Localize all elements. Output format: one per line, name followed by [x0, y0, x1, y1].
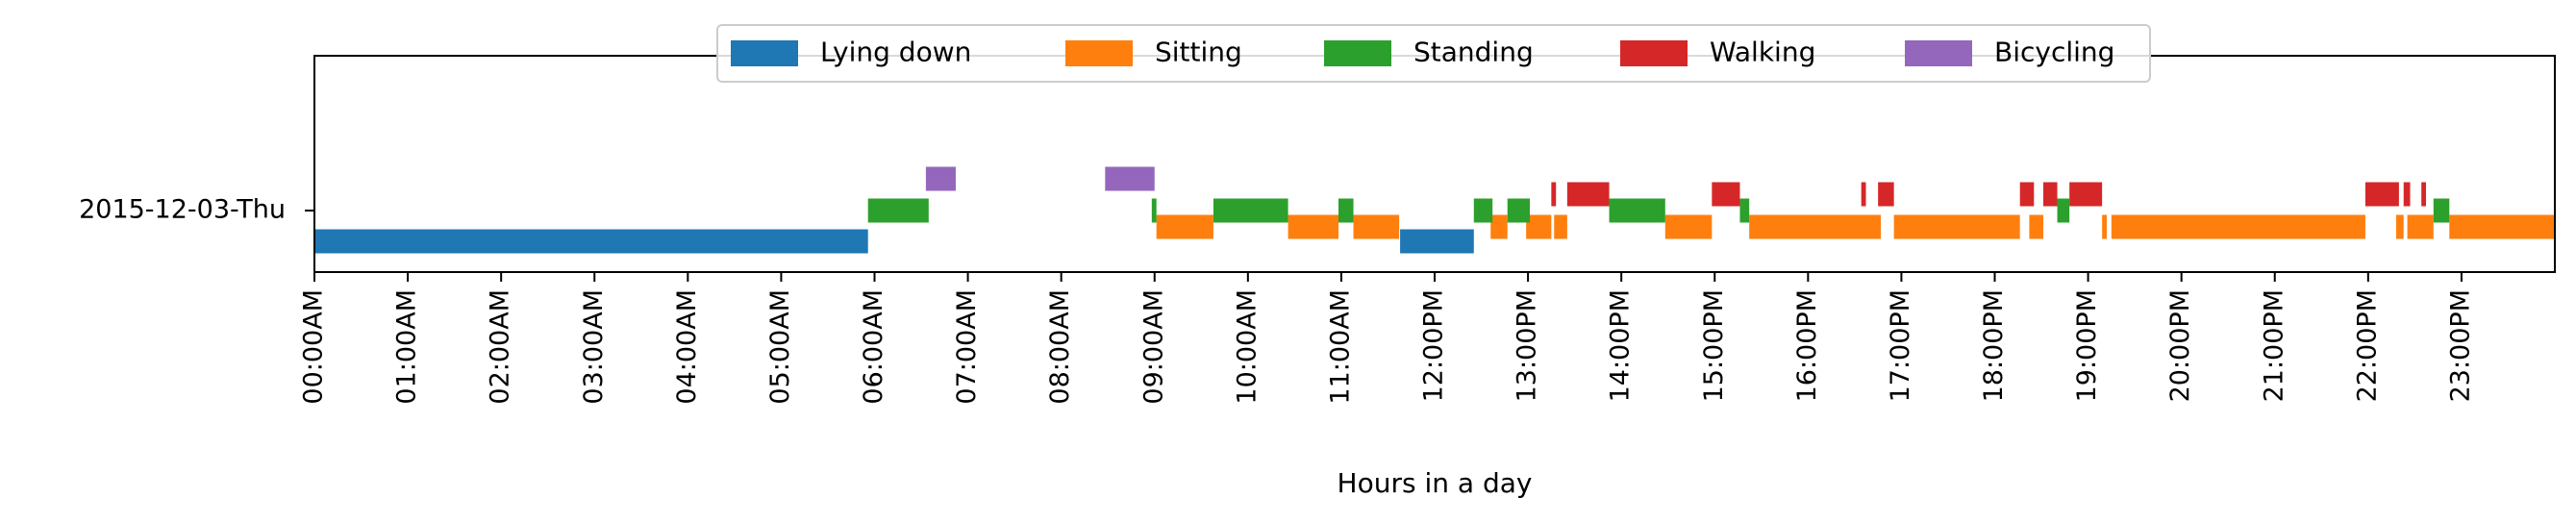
x-tick-label: 05:00AM: [765, 289, 795, 405]
x-tick-label: 04:00AM: [672, 289, 702, 405]
x-tick-label: 03:00AM: [579, 289, 609, 405]
bar-standing-2: [1213, 198, 1288, 223]
bar-bicycling-0: [925, 166, 956, 191]
bar-sitting-11: [2111, 214, 2365, 239]
legend-swatch-lying-down: [731, 40, 798, 66]
x-tick-label: 12:00PM: [1419, 289, 1449, 402]
x-tick-label: 01:00AM: [392, 289, 422, 405]
x-tick-label: 21:00PM: [2259, 289, 2288, 402]
bar-sitting-0: [1156, 214, 1213, 239]
bar-sitting-14: [2449, 214, 2555, 239]
bar-walking-8: [2364, 182, 2399, 207]
x-tick-label: 06:00AM: [859, 289, 888, 405]
x-axis-label: Hours in a day: [1338, 467, 1533, 499]
legend-box: [716, 24, 2151, 83]
bar-sitting-4: [1526, 214, 1552, 239]
legend-swatch-bicycling: [1905, 40, 1972, 66]
bar-walking-1: [1566, 182, 1610, 207]
x-tick-label: 15:00PM: [1699, 289, 1729, 402]
bar-walking-2: [1712, 182, 1740, 207]
bar-sitting-9: [2029, 214, 2043, 239]
bar-sitting-12: [2395, 214, 2404, 239]
bar-walking-7: [2069, 182, 2103, 207]
bar-standing-6: [1609, 198, 1665, 223]
y-axis: 2015-12-03-Thu: [79, 195, 314, 225]
bar-standing-9: [2433, 198, 2450, 223]
bar-walking-5: [2019, 182, 2035, 207]
bar-standing-4: [1473, 198, 1493, 223]
bar-standing-7: [1739, 198, 1750, 223]
bar-walking-4: [1878, 182, 1894, 207]
x-tick-label: 16:00PM: [1792, 289, 1822, 402]
bar-sitting-6: [1664, 214, 1713, 239]
x-axis-ticks: 00:00AM 01:00AM 02:00AM 03:00AM 04:00AM 05:00…: [299, 272, 2475, 405]
bar-lying-down-0: [314, 229, 868, 254]
bar-walking-0: [1551, 182, 1557, 207]
legend-swatch-standing: [1324, 40, 1391, 66]
x-tick-label: 10:00AM: [1232, 289, 1262, 405]
bar-walking-3: [1861, 182, 1866, 207]
x-tick-label: 18:00PM: [1979, 289, 2009, 402]
bar-lying-down-1: [1400, 229, 1474, 254]
bar-walking-9: [2403, 182, 2411, 207]
bar-sitting-10: [2102, 214, 2107, 239]
bar-sitting-7: [1749, 214, 1882, 239]
legend-label-bicycling: Bicycling: [1994, 37, 2114, 68]
bar-walking-6: [2042, 182, 2058, 207]
y-tick-label: 2015-12-03-Thu: [79, 195, 286, 225]
x-tick-label: 08:00AM: [1045, 289, 1075, 405]
x-tick-label: 20:00PM: [2165, 289, 2195, 402]
x-tick-label: 13:00PM: [1513, 289, 1542, 402]
bar-sitting-2: [1353, 214, 1400, 239]
legend-label-lying-down: Lying down: [820, 37, 971, 68]
bar-standing-0: [867, 198, 929, 223]
bar-bicycling-1: [1105, 166, 1155, 191]
bar-standing-5: [1507, 198, 1531, 223]
bar-walking-10: [2421, 182, 2427, 207]
bar-sitting-5: [1554, 214, 1567, 239]
legend: Lying down Sitting Standing Walking Bicyclin…: [716, 24, 2151, 83]
x-tick-label: 19:00PM: [2072, 289, 2102, 402]
x-tick-label: 02:00AM: [486, 289, 515, 405]
legend-label-walking: Walking: [1710, 37, 1815, 68]
plot-marks: [314, 166, 2555, 254]
x-tick-label: 00:00AM: [299, 289, 329, 405]
x-tick-label: 11:00AM: [1325, 289, 1355, 405]
bar-sitting-8: [1893, 214, 2020, 239]
x-tick-label: 07:00AM: [952, 289, 982, 405]
bar-standing-8: [2057, 198, 2070, 223]
bar-sitting-13: [2407, 214, 2434, 239]
x-tick-label: 22:00PM: [2352, 289, 2382, 402]
bar-sitting-1: [1288, 214, 1339, 239]
legend-label-sitting: Sitting: [1155, 37, 1242, 68]
bar-standing-1: [1151, 198, 1157, 223]
bar-standing-3: [1338, 198, 1354, 223]
legend-label-standing: Standing: [1413, 37, 1534, 68]
x-tick-label: 17:00PM: [1886, 289, 1915, 402]
x-tick-label: 23:00PM: [2445, 289, 2475, 402]
legend-swatch-walking: [1620, 40, 1688, 66]
bar-sitting-3: [1490, 214, 1508, 239]
legend-swatch-sitting: [1065, 40, 1133, 66]
x-tick-label: 14:00PM: [1606, 289, 1636, 402]
x-tick-label: 09:00AM: [1138, 289, 1168, 405]
